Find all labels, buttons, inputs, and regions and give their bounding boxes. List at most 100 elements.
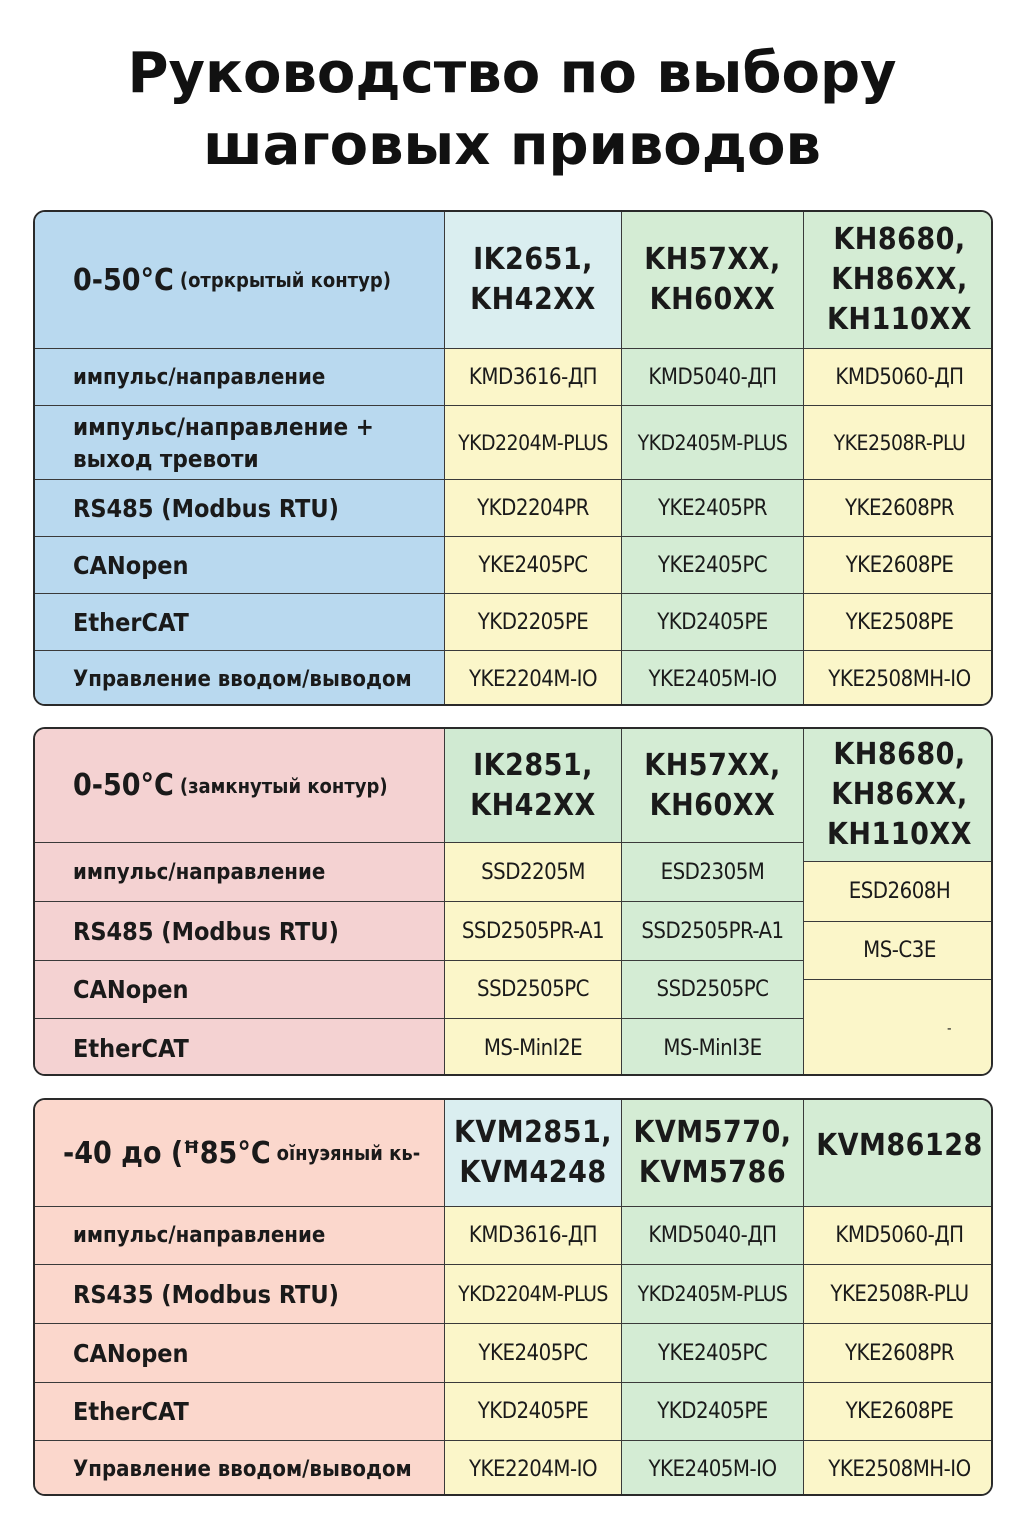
driver-cell: YKE2508MH-IO [803,1440,991,1494]
temp-range: -40 до (ꟸ85°C [63,1135,271,1171]
motor-group-header: KVM86128 [803,1100,991,1206]
loop-mode: (отркрытый контур) [179,268,391,292]
interface-label: RS485 (Modbus RTU) [35,479,444,536]
temp-range-header: 0-50°C (отркрытый контур) [35,212,444,348]
temp-range: 0-50°C [73,768,174,803]
driver-cell: YKE2508MH-IO [803,650,991,704]
table-row: импульс/направление KMD3616-ДП KMD5040-Д… [35,348,991,405]
table-row: импульс/направление SSD2205M ESD2305M [35,842,991,901]
interface-label: импульс/направление + выход тревоти [35,405,444,479]
table-header-row: 0-50°C (отркрытый контур) IK2651, KH42XX … [35,212,991,348]
temp-range-header: -40 до (ꟸ85°C оі̆нуэяный кь- [35,1100,444,1206]
interface-label: RS435 (Modbus RTU) [35,1264,444,1323]
driver-cell: SSD2505PR-A1 [444,901,621,960]
driver-cell: YKE2508R-PLU [803,405,991,479]
driver-cell: YKD2405PE [621,1382,803,1440]
loop-mode: (замкнутый контур) [179,773,388,798]
table-row: ESD2608H [35,861,991,921]
motor-group-header: IK2851, KH42XX [444,729,621,842]
driver-cell: YKD2204M-PLUS [444,405,621,479]
driver-cell: ESD2305M [621,842,803,901]
interface-label: импульс/направление [35,842,444,901]
closed-loop-table: 0-50°C (замкнутый контур) IK2851, KH42XX … [33,727,993,1076]
table-row: EtherCAT YKD2405PE YKD2405PE YKE2608PE [35,1382,991,1440]
driver-cell: YKE2405PC [444,536,621,593]
table-row: импульс/направление KMD3616-ДП KMD5040-Д… [35,1206,991,1264]
interface-label: EtherCAT [35,1018,444,1074]
motor-group-header: KVM5770, KVM5786 [621,1100,803,1206]
driver-cell: YKD2405PE [621,593,803,650]
table-row: CANopen YKE2405PC YKE2405PC YKE2608PE [35,536,991,593]
driver-cell: YKD2405PE [444,1382,621,1440]
table-row: MS-C3E [35,921,991,979]
driver-cell: SSD2205M [444,842,621,901]
driver-cell: YKE2405PC [621,536,803,593]
table-row: RS485 (Modbus RTU) YKD2204PR YKE2405PR Y… [35,479,991,536]
interface-label: CANopen [35,960,444,1018]
driver-cell: - [803,979,991,1074]
interface-label: RS485 (Modbus RTU) [35,901,444,960]
driver-cell: SSD2505PR-A1 [621,901,803,960]
motor-group-header: KH8680, KH86XX, KH110XX [803,729,991,861]
interface-label: Управление вводом/выводом [35,1440,444,1494]
table-row: CANopen SSD2505PC SSD2505PC [35,960,991,1018]
driver-cell: YKE2405PC [444,1323,621,1382]
driver-cell: YKE2608PE [803,1382,991,1440]
table-row: - [35,979,991,1074]
motor-group-header: KVM2851, KVM4248 [444,1100,621,1206]
motor-group-header: KH8680, KH86XX, KH110XX [803,212,991,348]
title-line-2: шаговых приводов [203,113,821,178]
table-row: EtherCAT MS-MinI2E MS-MinI3E [35,1018,991,1074]
driver-cell: YKD2405M-PLUS [621,405,803,479]
driver-cell: YKD2405M-PLUS [621,1264,803,1323]
driver-cell: MS-C3E [803,921,991,979]
driver-cell: SSD2505PC [621,960,803,1018]
interface-label: импульс/направление [35,1206,444,1264]
driver-cell: YKE2405M-IO [621,1440,803,1494]
driver-cell: KMD5040-ДП [621,348,803,405]
temp-range: 0-50°C [73,262,174,298]
page-title: Руководство по выбору шаговых приводов [0,38,1024,182]
table-header-row: -40 до (ꟸ85°C оі̆нуэяный кь- KVM2851, KVM… [35,1100,991,1206]
interface-label: CANopen [35,1323,444,1382]
driver-cell: YKE2405M-IO [621,650,803,704]
driver-cell: MS-MinI3E [621,1018,803,1074]
motor-group-header: KH57XX, KH60XX [621,729,803,842]
driver-cell: KMD5040-ДП [621,1206,803,1264]
driver-cell: KMD3616-ДП [444,348,621,405]
table-row: импульс/направление + выход тревоти YKD2… [35,405,991,479]
driver-cell: YKE2405PC [621,1323,803,1382]
driver-cell: YKE2508PE [803,593,991,650]
interface-label: EtherCAT [35,593,444,650]
table-header-row: 0-50°C (замкнутый контур) IK2851, KH42XX … [35,729,991,861]
open-loop-table: 0-50°C (отркрытый контур) IK2651, KH42XX … [33,210,993,706]
driver-cell: YKE2608PR [803,479,991,536]
table-row: Управление вводом/выводом YKE2204M-IO YK… [35,650,991,704]
table-row: Управление вводом/выводом YKE2204M-IO YK… [35,1440,991,1494]
driver-cell: MS-MinI2E [444,1018,621,1074]
interface-label: импульс/направление [35,348,444,405]
title-line-1: Руководство по выбору [127,41,897,106]
motor-group-header: KH57XX, KH60XX [621,212,803,348]
driver-cell: YKD2204M-PLUS [444,1264,621,1323]
driver-cell: ESD2608H [803,861,991,921]
driver-cell: YKE2608PE [803,536,991,593]
table-row: RS435 (Modbus RTU) YKD2204M-PLUS YKD2405… [35,1264,991,1323]
table-row: CANopen YKE2405PC YKE2405PC YKE2608PR [35,1323,991,1382]
table-row: RS485 (Modbus RTU) SSD2505PR-A1 SSD2505P… [35,901,991,960]
driver-cell: KMD3616-ДП [444,1206,621,1264]
driver-cell: YKE2204M-IO [444,650,621,704]
driver-cell: KMD5060-ДП [803,348,991,405]
driver-cell: KMD5060-ДП [803,1206,991,1264]
driver-cell: YKD2204PR [444,479,621,536]
driver-cell: YKE2405PR [621,479,803,536]
interface-label: EtherCAT [35,1382,444,1440]
table-row: EtherCAT YKD2205PE YKD2405PE YKE2508PE [35,593,991,650]
driver-cell: YKD2205PE [444,593,621,650]
temp-range-header: 0-50°C (замкнутый контур) [35,729,444,842]
driver-cell: YKE2508R-PLU [803,1264,991,1323]
motor-group-header: IK2651, KH42XX [444,212,621,348]
driver-cell: YKE2608PR [803,1323,991,1382]
driver-cell: SSD2505PC [444,960,621,1018]
loop-mode: оі̆нуэяный кь- [276,1141,421,1165]
